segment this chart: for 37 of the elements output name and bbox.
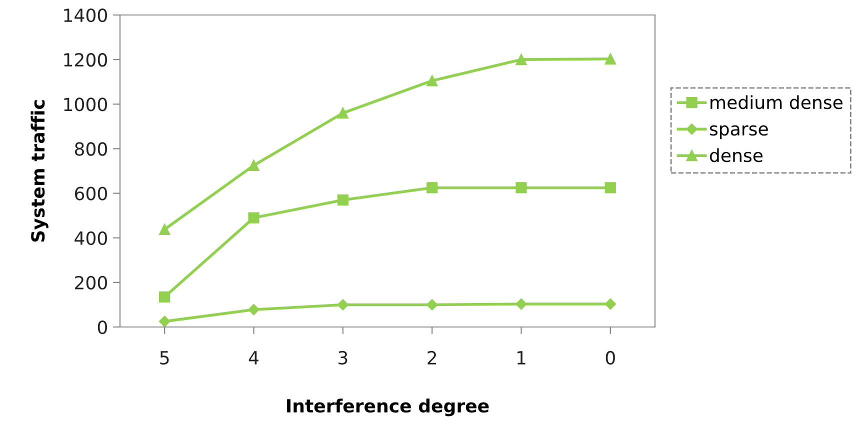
point bbox=[248, 160, 260, 171]
y-tick-label: 0 bbox=[98, 320, 107, 334]
point bbox=[426, 299, 438, 310]
point bbox=[516, 54, 527, 66]
point bbox=[158, 316, 170, 327]
x-tick-label: 0 bbox=[606, 350, 615, 365]
y-tick-label: 800 bbox=[74, 142, 107, 156]
x-tick-label: 1 bbox=[517, 351, 526, 364]
point bbox=[604, 182, 616, 194]
y-tick-label: 200 bbox=[75, 276, 107, 290]
x-tick-label: 2 bbox=[428, 350, 436, 364]
legend-label: dense bbox=[710, 148, 763, 162]
legend-label: sparse bbox=[710, 125, 768, 140]
x-tick-label: 3 bbox=[338, 350, 348, 365]
point bbox=[516, 298, 527, 310]
point bbox=[159, 291, 170, 302]
point bbox=[337, 299, 349, 310]
x-tick-label: 4 bbox=[248, 351, 258, 364]
y-axis-title: System traffic bbox=[30, 100, 48, 242]
y-tick-label: 600 bbox=[74, 186, 107, 200]
x-tick-label: 5 bbox=[160, 351, 169, 365]
point bbox=[337, 194, 348, 206]
point bbox=[426, 75, 438, 86]
legend-label: medium dense bbox=[710, 95, 842, 110]
y-tick-label: 1000 bbox=[64, 98, 107, 112]
point bbox=[248, 212, 260, 224]
point bbox=[248, 304, 260, 316]
point bbox=[604, 298, 616, 310]
point bbox=[337, 108, 348, 119]
x-axis-title: Interference degree bbox=[287, 398, 489, 416]
point bbox=[516, 182, 527, 194]
point bbox=[604, 53, 616, 64]
y-tick-label: 1400 bbox=[64, 8, 107, 22]
y-tick-label: 400 bbox=[74, 231, 107, 245]
y-tick-label: 1200 bbox=[64, 53, 107, 67]
point bbox=[159, 224, 170, 235]
point bbox=[426, 182, 438, 194]
